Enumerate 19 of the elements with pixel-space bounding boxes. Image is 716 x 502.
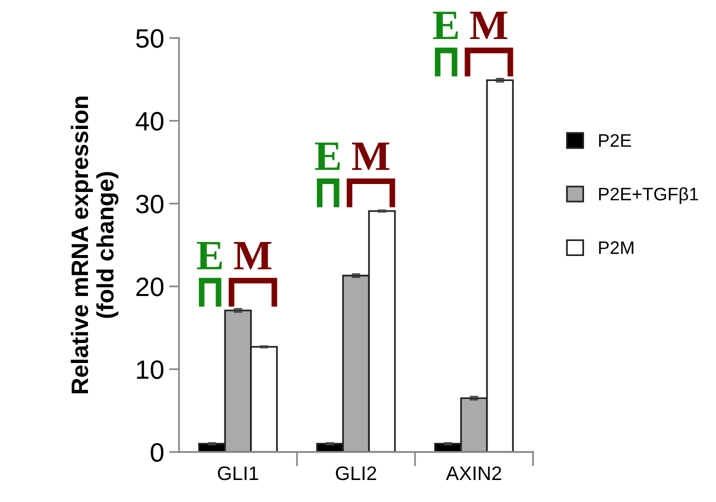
x-tick-label: GLI1: [218, 466, 258, 480]
annotation: E: [314, 142, 340, 170]
annotation: E: [432, 12, 458, 40]
legend-label: P2E+TGFβ1: [599, 187, 698, 204]
y-tick-label: 10: [137, 360, 164, 380]
annotation: M: [352, 142, 390, 170]
legend-label: P2M: [599, 241, 634, 254]
y-tick-label: 20: [136, 278, 164, 296]
x-tick-label: GLI2: [336, 466, 376, 480]
annotation: M: [470, 12, 508, 40]
annotation: E: [196, 242, 222, 270]
y-tick-label: 50: [136, 29, 164, 48]
annotation: M: [234, 242, 272, 270]
x-tick-label: AXIN2: [446, 466, 502, 480]
y-tick-label: 0: [150, 443, 164, 462]
y-tick-label: 40: [136, 112, 164, 131]
y-axis-title: Relative mRNA expression (fold change): [70, 96, 118, 394]
y-tick-label: 30: [136, 194, 164, 214]
legend-label: P2E: [599, 134, 631, 147]
